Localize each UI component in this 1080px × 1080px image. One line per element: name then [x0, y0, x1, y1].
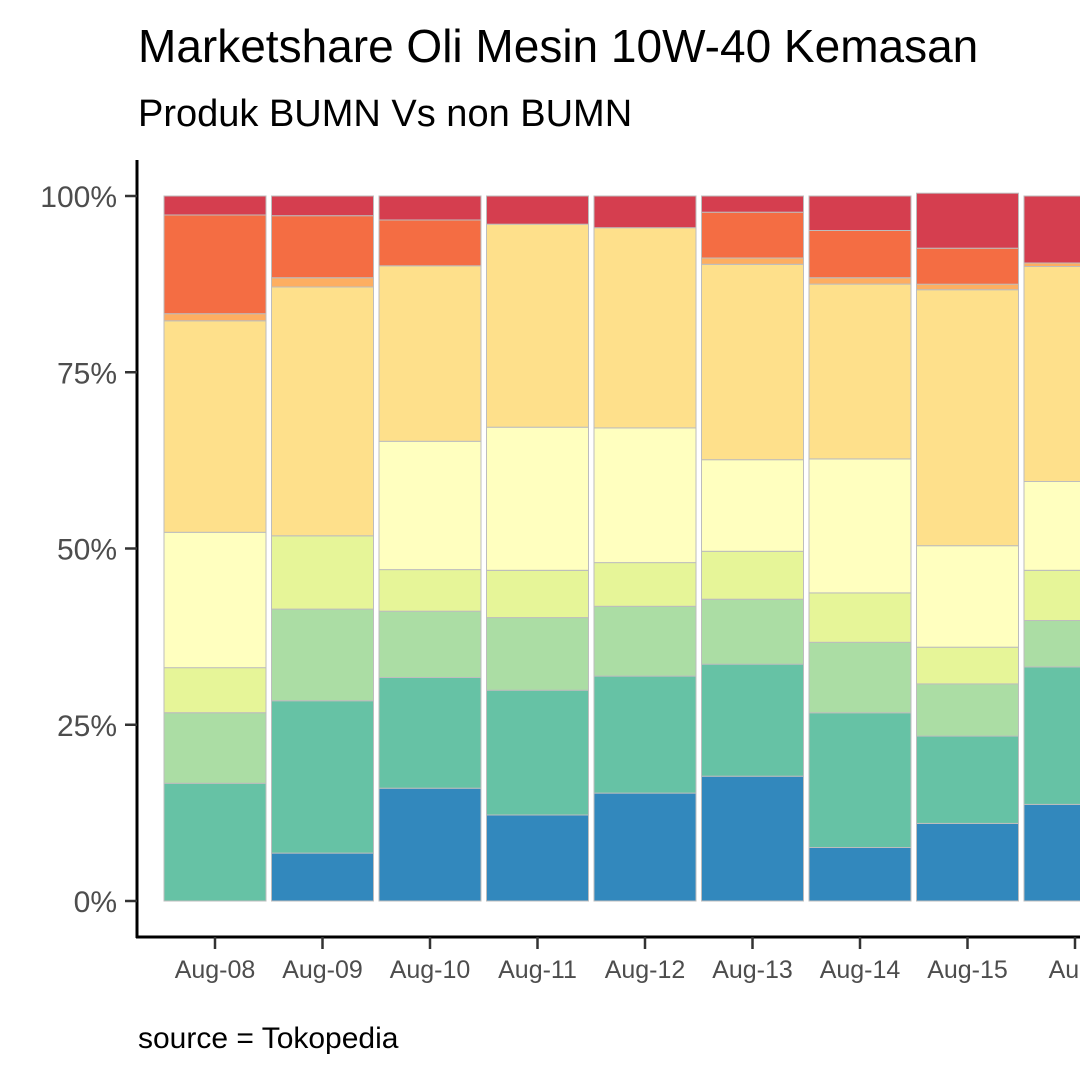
chart-title: Marketshare Oli Mesin 10W-40 Kemasan	[138, 20, 979, 72]
x-tick-label: Aug-10	[390, 956, 471, 984]
bar-segment	[593, 427, 697, 564]
bar-segment	[378, 610, 482, 679]
x-tick-label: Aug-12	[605, 956, 686, 984]
bar-segment	[163, 712, 267, 784]
bar-segment	[163, 320, 267, 533]
bar-segment	[593, 675, 697, 794]
y-tick-label: 50%	[57, 534, 117, 567]
bar-segment	[808, 712, 912, 848]
bar-segment	[916, 289, 1019, 547]
x-tick-label: Aug-14	[820, 956, 901, 984]
stacked-bar-chart: 0% 25% 50% 75% 100% Aug-08 Aug-09 Aug-10 Aug-11 A…	[40, 160, 1080, 984]
bar-segment	[916, 735, 1019, 824]
bar-segment	[271, 535, 374, 610]
x-tick-label: Aug-15	[927, 956, 1008, 984]
bar-segment	[593, 792, 697, 902]
bar-segment	[163, 214, 267, 315]
bar-segment	[378, 265, 482, 442]
bar-segment	[486, 426, 589, 571]
bar-segment	[1023, 195, 1080, 264]
bar-segment	[271, 195, 374, 217]
bar-segment	[701, 663, 804, 777]
x-tick-label: Aug-11	[498, 956, 577, 984]
bars-group	[163, 192, 1080, 902]
bar-segment	[701, 257, 804, 265]
bar-segment	[486, 814, 589, 902]
y-tick-label: 75%	[57, 357, 117, 390]
bar-segment	[808, 458, 912, 594]
bar-segment	[808, 592, 912, 643]
bar-segment	[701, 775, 804, 902]
bar-segment	[593, 195, 697, 229]
x-tick-label: Aug-	[1049, 956, 1080, 984]
bar-segment	[271, 215, 374, 279]
bar-segment	[1023, 262, 1080, 267]
axes-group: 0% 25% 50% 75% 100% Aug-08 Aug-09 Aug-10 Aug-11 A…	[40, 160, 1080, 984]
bar-segment	[1023, 666, 1080, 805]
bar-segment	[593, 562, 697, 607]
bar-segment	[1023, 266, 1080, 482]
bar-segment	[808, 277, 912, 285]
bar-segment	[701, 263, 804, 461]
bar-segment	[271, 852, 374, 902]
bar-segment	[916, 192, 1019, 249]
bar-segment	[378, 677, 482, 789]
x-tick-label: Aug-13	[712, 956, 793, 984]
bar-segment	[701, 459, 804, 552]
bar-segment	[916, 823, 1019, 902]
bar-segment	[701, 550, 804, 600]
bar-segment	[593, 227, 697, 429]
bar-segment	[163, 313, 267, 322]
bar-segment	[163, 667, 267, 714]
bar-segment	[593, 605, 697, 677]
bar-segment	[1023, 481, 1080, 571]
bar-segment	[701, 598, 804, 665]
y-tick-label: 25%	[57, 710, 117, 743]
bar-segment	[378, 569, 482, 612]
chart-subtitle: Produk BUMN Vs non BUMN	[138, 93, 633, 135]
x-tick-label: Aug-09	[282, 956, 363, 984]
bar-segment	[808, 846, 912, 902]
bar-segment	[701, 211, 804, 259]
bar-segment	[916, 545, 1019, 648]
bar-segment	[163, 531, 267, 669]
y-tick-label: 100%	[40, 181, 117, 214]
bar-segment	[486, 569, 589, 619]
x-tick-label: Aug-08	[175, 956, 256, 984]
y-tick-label: 0%	[74, 886, 117, 919]
bar-segment	[486, 195, 589, 225]
bar-segment	[1023, 803, 1080, 902]
bar-segment	[271, 286, 374, 537]
bar-segment	[271, 277, 374, 288]
bar-segment	[808, 641, 912, 714]
bar-segment	[378, 219, 482, 267]
bar-segment	[916, 247, 1019, 285]
bar-segment	[1023, 569, 1080, 622]
bar-segment	[916, 683, 1019, 737]
bar-segment	[378, 195, 482, 221]
bar-segment	[701, 195, 804, 213]
bar-segment	[808, 230, 912, 279]
bar-segment	[271, 700, 374, 854]
bar-segment	[808, 283, 912, 460]
bar-segment	[1023, 619, 1080, 668]
bar-segment	[916, 283, 1019, 291]
bar-segment	[486, 617, 589, 691]
bar-segment	[916, 646, 1019, 685]
bar-segment	[486, 689, 589, 816]
bar-segment	[163, 782, 267, 902]
bar-segment	[378, 440, 482, 571]
bar-segment	[271, 608, 374, 702]
bar-segment	[163, 195, 267, 216]
bar-segment	[486, 223, 589, 428]
bar-segment	[378, 787, 482, 902]
chart-caption: source = Tokopedia	[138, 1022, 399, 1055]
bar-segment	[808, 195, 912, 231]
